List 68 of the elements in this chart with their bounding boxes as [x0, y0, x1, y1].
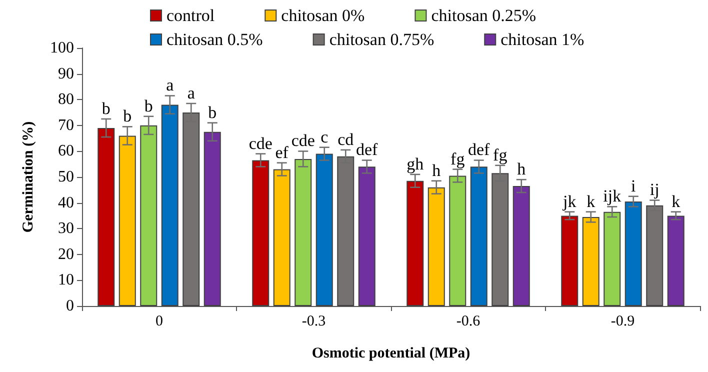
y-tick-label: 90	[58, 65, 74, 82]
legend-label: chitosan 0.5%	[166, 30, 263, 49]
bar	[667, 216, 684, 306]
data-label: h	[517, 160, 526, 179]
y-tick-label: 20	[58, 246, 74, 263]
y-tick-label: 40	[58, 194, 74, 212]
bar	[118, 136, 136, 306]
legend-label: chitosan 0.25%	[431, 6, 536, 25]
bar	[316, 154, 333, 306]
bar	[273, 169, 290, 306]
y-tick-label: 70	[58, 116, 74, 134]
data-label: def	[356, 140, 378, 160]
data-label: b	[144, 96, 153, 116]
y-tick-label: 100	[50, 40, 74, 56]
bar	[582, 216, 600, 306]
bar	[140, 125, 158, 306]
legend-label: chitosan 1%	[500, 30, 584, 49]
y-tick-label: 60	[58, 142, 74, 160]
bar	[252, 160, 270, 306]
bar	[161, 104, 178, 306]
x-tick-label: -0.6	[456, 314, 481, 330]
data-label: gh	[406, 154, 424, 174]
bar	[358, 166, 376, 306]
data-label: i	[631, 176, 636, 196]
bar	[449, 176, 466, 306]
data-label: cde	[248, 134, 272, 153]
bar	[470, 166, 488, 306]
bar	[561, 216, 578, 306]
data-label: ef	[275, 142, 289, 162]
data-label: k	[672, 192, 681, 211]
bar	[512, 186, 530, 306]
data-label: b	[208, 102, 217, 122]
y-tick-label: 80	[58, 91, 74, 108]
bar	[604, 212, 621, 306]
legend-label: chitosan 0%	[281, 6, 365, 25]
data-label: b	[102, 98, 110, 118]
data-label: def	[468, 140, 490, 160]
data-label: jk	[562, 192, 577, 211]
y-tick-label: 30	[58, 220, 74, 238]
data-label: a	[187, 83, 196, 102]
bar	[428, 187, 445, 306]
x-axis-title: Osmotic potential (MPa)	[312, 346, 470, 362]
y-tick-label: 10	[58, 272, 74, 289]
data-label: h	[432, 160, 442, 180]
data-label: fg	[450, 149, 466, 168]
bar	[646, 205, 664, 306]
x-tick-label: -0.3	[302, 314, 326, 330]
data-label: ijk	[603, 186, 622, 206]
data-label: cd	[338, 130, 354, 149]
data-label: b	[123, 106, 132, 126]
data-label: fg	[493, 145, 508, 164]
data-label: cde	[291, 131, 315, 150]
bar	[624, 202, 642, 306]
data-label: a	[166, 76, 174, 95]
legend-label: control	[166, 6, 215, 25]
data-label: c	[320, 127, 329, 146]
bar	[294, 158, 312, 306]
x-tick-label: 0	[156, 314, 163, 330]
bar	[204, 132, 221, 306]
y-tick-label: 0	[66, 298, 74, 314]
bar	[98, 128, 115, 306]
y-tick-label: 50	[58, 168, 74, 186]
x-tick-label: -0.9	[610, 314, 635, 330]
data-label: ij	[650, 180, 660, 200]
bar	[406, 180, 424, 306]
data-label: k	[586, 192, 596, 211]
y-axis-title: Germination (%)	[20, 121, 36, 233]
legend-label: chitosan 0.75%	[329, 30, 434, 49]
